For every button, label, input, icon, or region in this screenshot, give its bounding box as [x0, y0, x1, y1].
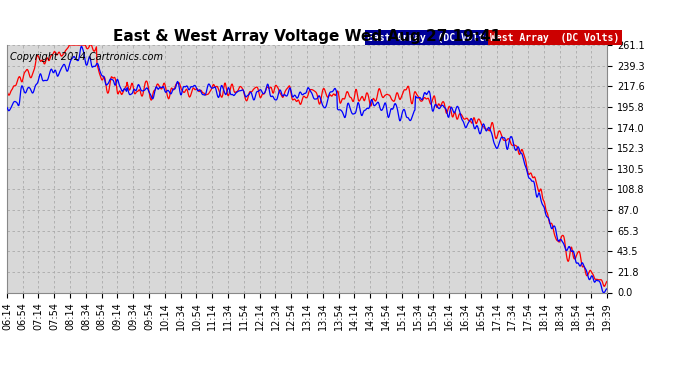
Title: East & West Array Voltage Wed Aug 27 19:41: East & West Array Voltage Wed Aug 27 19:…: [113, 29, 501, 44]
Text: Copyright 2014 Cartronics.com: Copyright 2014 Cartronics.com: [10, 53, 163, 62]
Text: West Array  (DC Volts): West Array (DC Volts): [490, 33, 620, 42]
Text: East Array  (DC Volts): East Array (DC Volts): [367, 33, 496, 42]
